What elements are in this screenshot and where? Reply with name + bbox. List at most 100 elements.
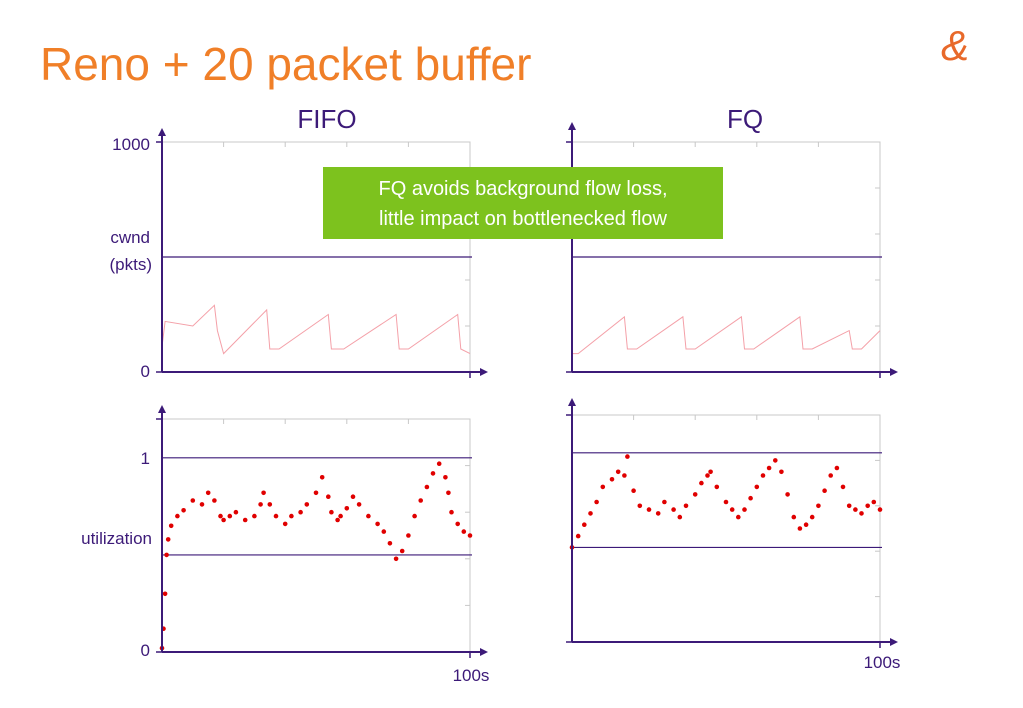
utilization-point [773, 458, 778, 463]
utilization-point [164, 552, 169, 558]
utilization-point [662, 499, 667, 505]
utilization-point [335, 517, 340, 523]
y-axis-arrow [158, 128, 166, 136]
cwnd-zero-tick-label: 0 [141, 362, 150, 381]
callout-line-2: little impact on bottlenecked flow [379, 208, 667, 230]
utilization-point [430, 471, 436, 476]
fifo-utilization-chart [156, 405, 488, 658]
utilization-point [683, 503, 689, 509]
utilization-point [859, 511, 864, 516]
utilization-point [387, 541, 393, 546]
utilization-point [424, 484, 430, 490]
column-label-fq: FQ [727, 104, 763, 134]
utilization-point [282, 521, 288, 527]
utilization-point [205, 490, 211, 496]
utilization-point [221, 517, 226, 523]
utilization-point [329, 509, 334, 515]
utilization-point [467, 533, 473, 538]
time-end-label-right: 100s [864, 653, 901, 672]
utilization-point [791, 514, 797, 520]
utilization-point [828, 473, 833, 478]
x-axis-arrow [480, 368, 488, 376]
utilization-point [637, 503, 643, 509]
utilization-point [443, 475, 448, 480]
utilization-point [877, 507, 883, 512]
utilization-point [797, 526, 803, 531]
utilization-point [313, 490, 319, 496]
cwnd-series-line [161, 304, 471, 355]
utilization-point [646, 507, 652, 512]
utilization-point [304, 502, 310, 507]
utilization-point [298, 509, 303, 515]
plot-frame [161, 418, 471, 653]
utilization-point [846, 503, 852, 509]
utilization-point [258, 502, 263, 507]
utilization-point [455, 521, 461, 527]
utilization-point [816, 503, 821, 509]
utilization-point [165, 537, 171, 542]
svg-text:&: & [941, 22, 969, 69]
callout-line-1: FQ avoids background flow loss, [378, 178, 667, 200]
utilization-point [615, 469, 621, 475]
utilization-point [175, 513, 180, 519]
time-end-label-left: 100s [453, 666, 490, 685]
utilization-point [622, 473, 627, 478]
cwnd-axis-label-line1: cwnd [110, 228, 150, 247]
utilization-point [227, 513, 233, 519]
x-axis-arrow [890, 638, 898, 646]
utilization-point [212, 498, 217, 503]
utilization-point [252, 513, 257, 519]
utilization-point [840, 484, 846, 490]
utilization-point [609, 477, 615, 482]
utilization-point [588, 511, 593, 516]
utilization-point [338, 513, 343, 519]
utilization-point [356, 502, 362, 507]
utilization-point [399, 548, 405, 554]
utilization-point [708, 469, 713, 475]
utilization-point [366, 513, 371, 519]
utilization-point [350, 494, 356, 500]
utilization-point [671, 507, 676, 512]
util-one-tick-label: 1 [141, 449, 150, 468]
utilization-point [692, 492, 698, 497]
util-zero-tick-label: 0 [141, 641, 150, 660]
utilization-point [190, 498, 196, 503]
utilization-point [677, 514, 683, 520]
utilization-point [834, 465, 840, 471]
y-axis-arrow [158, 405, 166, 413]
utilization-point [393, 556, 399, 562]
utilization-point [766, 465, 772, 471]
utilization-point [575, 533, 581, 539]
utilization-point [655, 511, 661, 516]
column-label-fifo: FIFO [297, 104, 356, 134]
utilization-point [168, 523, 174, 529]
utilization-point [162, 591, 168, 597]
utilization-point [803, 522, 809, 527]
utilization-point [267, 502, 273, 507]
cwnd-series-line [572, 315, 881, 355]
utilization-point [699, 480, 704, 486]
fq-cwnd-chart [566, 122, 898, 378]
utilization-point [736, 514, 741, 520]
fq-utilization-chart [566, 398, 898, 648]
utilization-point [319, 475, 325, 480]
utilization-point [181, 508, 186, 513]
utilization-point [822, 488, 827, 494]
utilization-point [631, 488, 636, 494]
cwnd-axis-label-line2: (pkts) [110, 255, 153, 274]
utilization-point [289, 513, 294, 519]
utilization-point [344, 506, 350, 511]
utilization-point [449, 509, 454, 515]
fifo-cwnd-chart [156, 128, 488, 378]
utilization-point [233, 509, 239, 515]
utilization-point [242, 517, 248, 523]
cwnd-max-tick-label: 1000 [112, 135, 150, 154]
utilization-point [865, 503, 870, 509]
utilization-point [760, 473, 766, 478]
utilization-point [594, 499, 599, 505]
utilization-point [381, 529, 387, 534]
slide-title: Reno + 20 packet buffer [40, 38, 531, 90]
utilization-point [446, 490, 451, 496]
utilization-point [723, 499, 729, 505]
